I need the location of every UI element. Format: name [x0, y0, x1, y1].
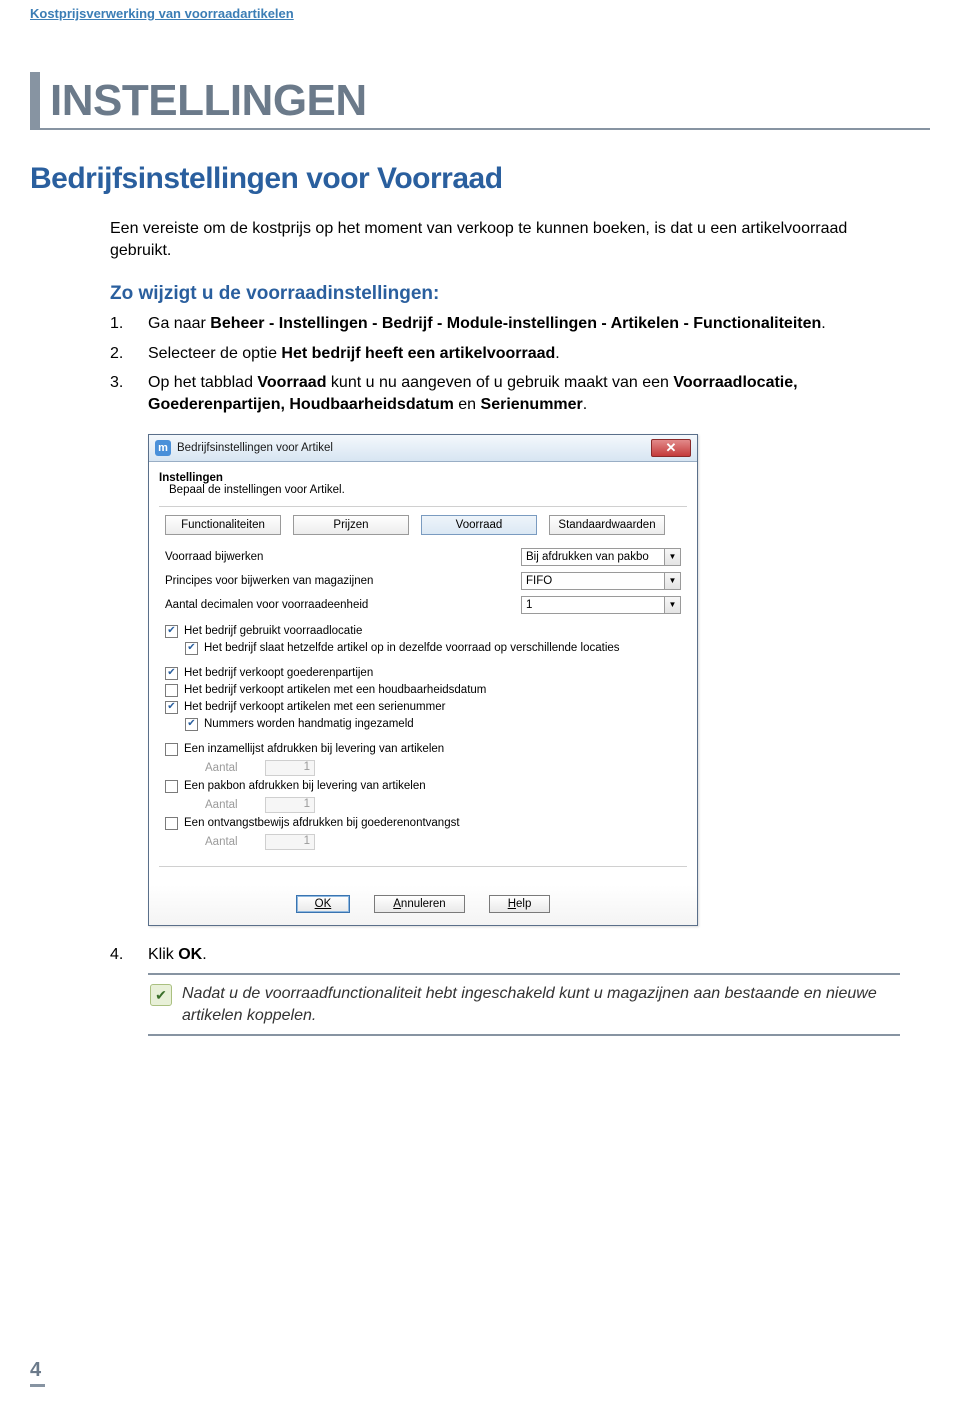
intro-paragraph: Een vereiste om de kostprijs op het mome…	[110, 218, 900, 261]
dropdown-decimalen[interactable]: 1	[521, 596, 665, 614]
check-handmatig[interactable]: Nummers worden handmatig ingezameld	[159, 716, 687, 733]
page-title: INSTELLINGEN	[30, 72, 930, 130]
label-voorraad-bijwerken: Voorraad bijwerken	[165, 551, 521, 563]
aantal-label: Aantal	[205, 799, 265, 811]
dialog-title: Bedrijfsinstellingen voor Artikel	[177, 442, 651, 454]
check-ontvangstbewijs[interactable]: Een ontvangstbewijs afdrukken bij goeder…	[159, 815, 687, 832]
page-number: 4	[30, 1359, 45, 1387]
aantal-label: Aantal	[205, 836, 265, 848]
check-serienummer[interactable]: Het bedrijf verkoopt artikelen met een s…	[159, 699, 687, 716]
ok-button[interactable]: OK	[296, 895, 351, 913]
chevron-down-icon[interactable]: ▼	[665, 572, 681, 590]
check-label: Een ontvangstbewijs afdrukken bij goeder…	[184, 817, 460, 829]
aantal-input: 1	[265, 760, 315, 776]
dropdown-principes[interactable]: FIFO	[521, 572, 665, 590]
check-label: Een inzamellijst afdrukken bij levering …	[184, 743, 444, 755]
row-voorraad-bijwerken: Voorraad bijwerken Bij afdrukken van pak…	[159, 545, 687, 569]
check-label: Het bedrijf verkoopt goederenpartijen	[184, 667, 373, 679]
help-button[interactable]: Help	[489, 895, 551, 913]
chevron-down-icon[interactable]: ▼	[665, 548, 681, 566]
dialog-body: Instellingen Bepaal de instellingen voor…	[149, 462, 697, 885]
dialog-button-row: OK Annuleren Help	[149, 885, 697, 925]
close-icon[interactable]: ✕	[651, 439, 691, 457]
check-goederenpartijen[interactable]: Het bedrijf verkoopt goederenpartijen	[159, 665, 687, 682]
check-label: Een pakbon afdrukken bij levering van ar…	[184, 780, 426, 792]
step-1: Ga naar Beheer - Instellingen - Bedrijf …	[110, 313, 900, 335]
dropdown-voorraad-bijwerken[interactable]: Bij afdrukken van pakbo	[521, 548, 665, 566]
procedure-heading: Zo wijzigt u de voorraadinstellingen:	[110, 283, 900, 305]
tabs-row: Functionaliteiten Prijzen Voorraad Stand…	[159, 515, 687, 535]
step-4: Klik OK.	[110, 944, 900, 966]
aantal-inzamellijst: Aantal 1	[159, 758, 687, 778]
dialog-titlebar: m Bedrijfsinstellingen voor Artikel ✕	[149, 435, 697, 462]
app-icon: m	[155, 440, 171, 456]
step-3: Op het tabblad Voorraad kunt u nu aangev…	[110, 372, 900, 415]
header-breadcrumb-link[interactable]: Kostprijsverwerking van voorraadartikele…	[30, 0, 294, 21]
check-zelfde-artikel[interactable]: Het bedrijf slaat hetzelfde artikel op i…	[159, 640, 687, 657]
check-label: Het bedrijf verkoopt artikelen met een s…	[184, 701, 445, 713]
divider	[159, 506, 687, 507]
checkbox-icon[interactable]	[165, 701, 178, 714]
tip-text: Nadat u de voorraadfunctionaliteit hebt …	[182, 983, 896, 1026]
check-label: Het bedrijf slaat hetzelfde artikel op i…	[204, 642, 620, 654]
aantal-pakbon: Aantal 1	[159, 795, 687, 815]
label-principes: Principes voor bijwerken van magazijnen	[165, 575, 521, 587]
check-houdbaarheidsdatum[interactable]: Het bedrijf verkoopt artikelen met een h…	[159, 682, 687, 699]
checkbox-icon[interactable]	[165, 667, 178, 680]
tip-block: ✔ Nadat u de voorraadfunctionaliteit heb…	[148, 973, 900, 1036]
check-label: Het bedrijf gebruikt voorraadlocatie	[184, 625, 362, 637]
step-2: Selecteer de optie Het bedrijf heeft een…	[110, 343, 900, 365]
dialog-section-subtext: Bepaal de instellingen voor Artikel.	[159, 484, 687, 496]
divider	[159, 866, 687, 867]
aantal-input: 1	[265, 834, 315, 850]
steps-list: Ga naar Beheer - Instellingen - Bedrijf …	[110, 313, 900, 415]
cancel-button[interactable]: Annuleren	[374, 895, 464, 913]
row-decimalen: Aantal decimalen voor voorraadeenheid 1 …	[159, 593, 687, 617]
checkbox-icon[interactable]	[165, 684, 178, 697]
checkmark-icon: ✔	[150, 984, 172, 1006]
checkbox-icon[interactable]	[185, 718, 198, 731]
tab-voorraad[interactable]: Voorraad	[421, 515, 537, 535]
checkbox-icon[interactable]	[165, 780, 178, 793]
chevron-down-icon[interactable]: ▼	[665, 596, 681, 614]
content-block: Een vereiste om de kostprijs op het mome…	[30, 218, 930, 1036]
checkbox-icon[interactable]	[185, 642, 198, 655]
check-label: Nummers worden handmatig ingezameld	[204, 718, 414, 730]
label-decimalen: Aantal decimalen voor voorraadeenheid	[165, 599, 521, 611]
check-inzamellijst[interactable]: Een inzamellijst afdrukken bij levering …	[159, 741, 687, 758]
check-voorraadlocatie[interactable]: Het bedrijf gebruikt voorraadlocatie	[159, 623, 687, 640]
checkbox-icon[interactable]	[165, 817, 178, 830]
checkbox-icon[interactable]	[165, 743, 178, 756]
dialog-screenshot: m Bedrijfsinstellingen voor Artikel ✕ In…	[148, 434, 900, 926]
tab-standaardwaarden[interactable]: Standaardwaarden	[549, 515, 665, 535]
dialog-section-heading: Instellingen	[159, 472, 687, 484]
aantal-label: Aantal	[205, 762, 265, 774]
aantal-input: 1	[265, 797, 315, 813]
check-pakbon[interactable]: Een pakbon afdrukken bij levering van ar…	[159, 778, 687, 795]
section-heading: Bedrijfsinstellingen voor Voorraad	[30, 162, 930, 196]
checkbox-icon[interactable]	[165, 625, 178, 638]
row-principes: Principes voor bijwerken van magazijnen …	[159, 569, 687, 593]
check-label: Het bedrijf verkoopt artikelen met een h…	[184, 684, 486, 696]
aantal-ontvangstbewijs: Aantal 1	[159, 832, 687, 852]
steps-list-cont: Klik OK.	[110, 944, 900, 966]
settings-dialog: m Bedrijfsinstellingen voor Artikel ✕ In…	[148, 434, 698, 926]
tab-functionaliteiten[interactable]: Functionaliteiten	[165, 515, 281, 535]
tab-prijzen[interactable]: Prijzen	[293, 515, 409, 535]
